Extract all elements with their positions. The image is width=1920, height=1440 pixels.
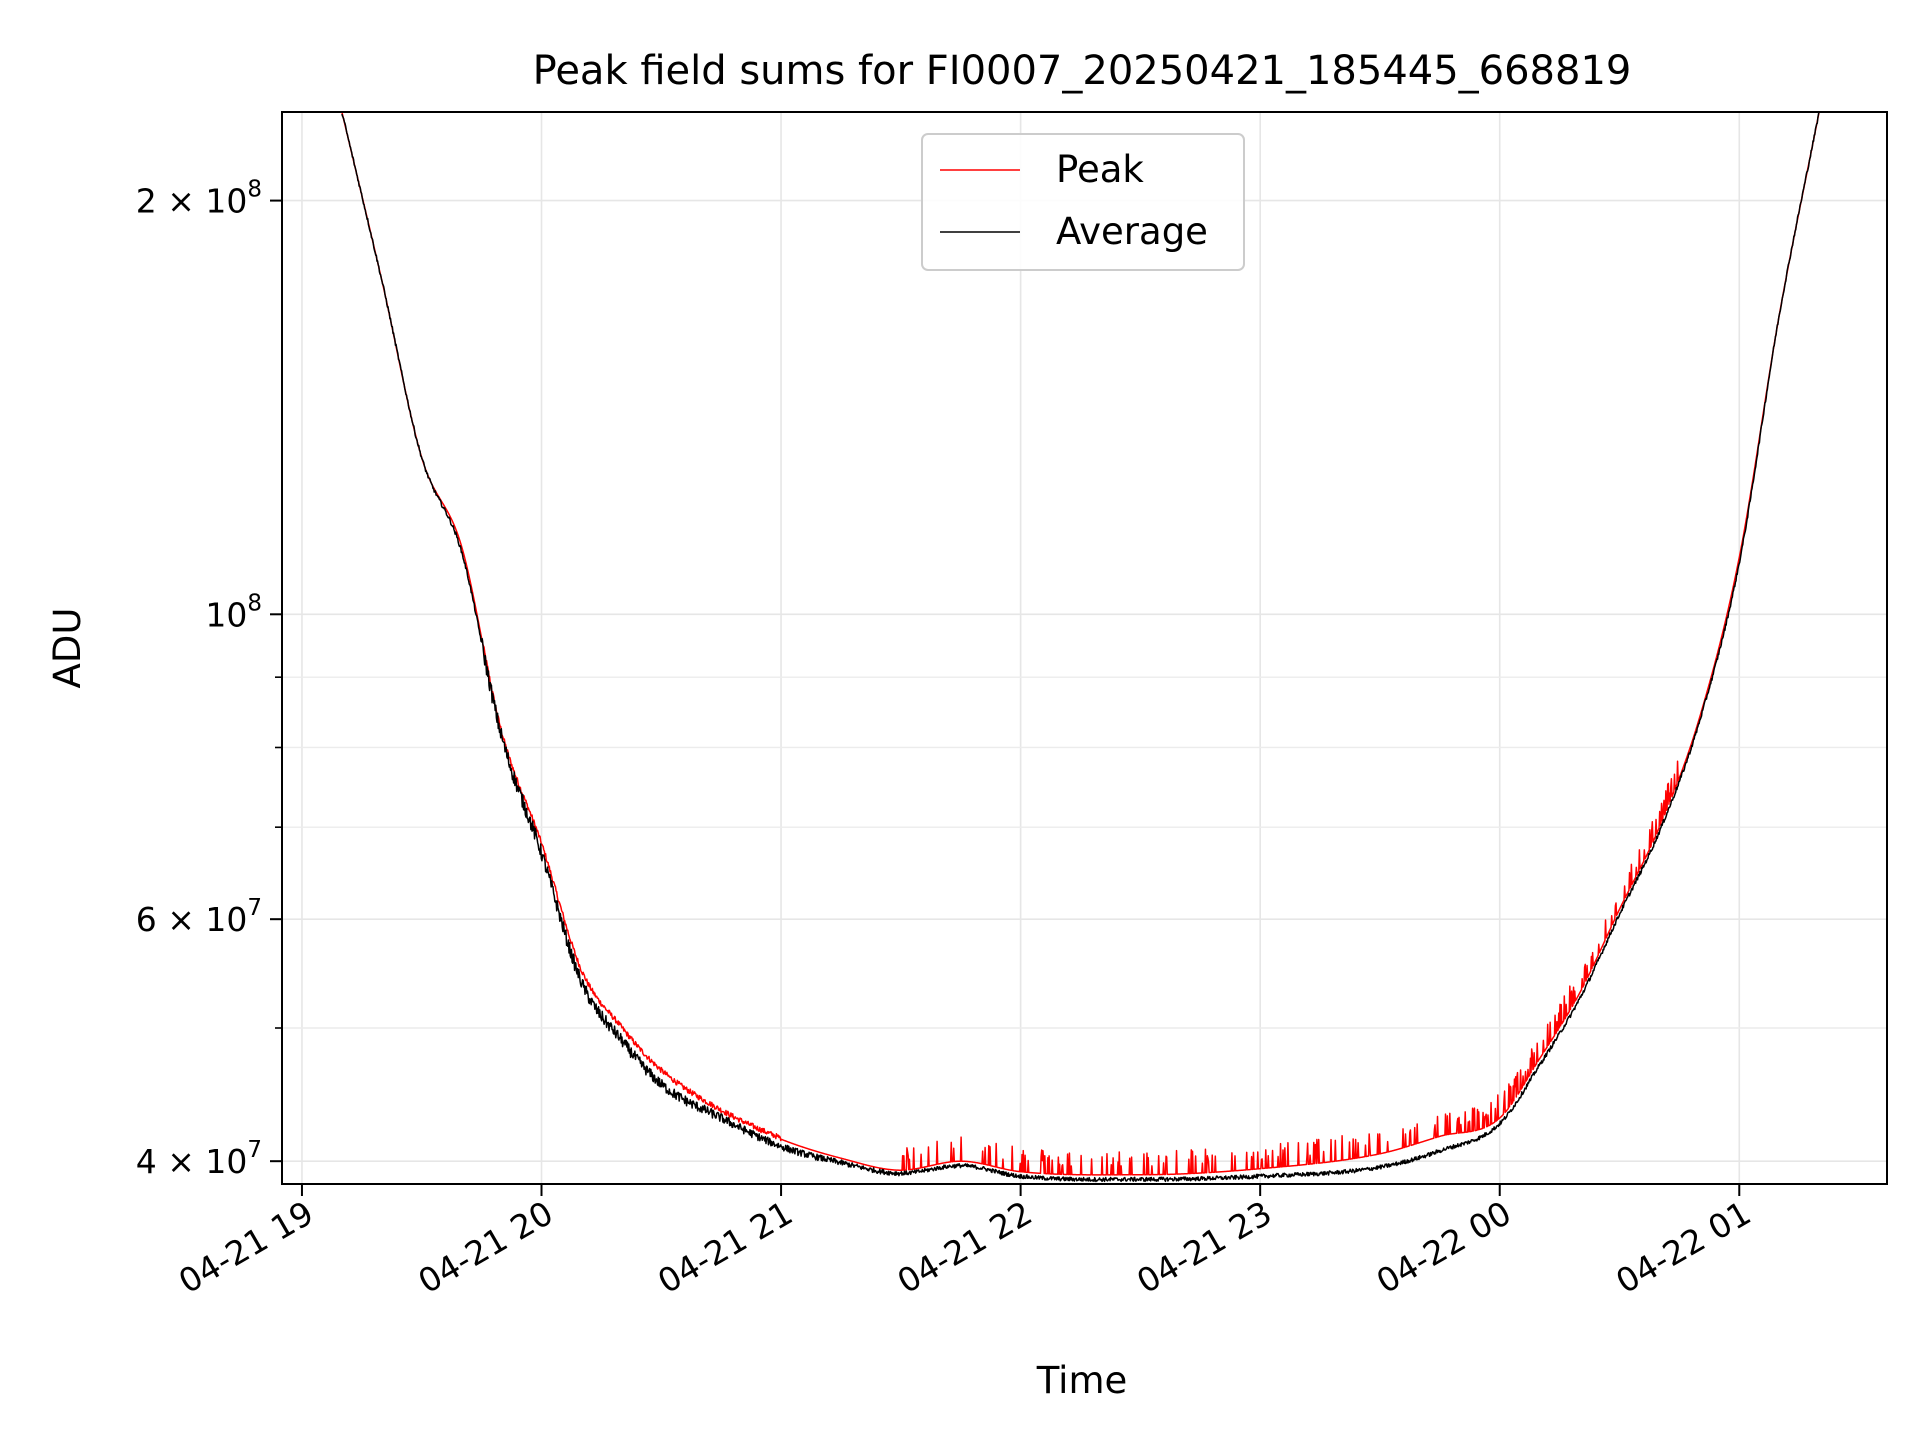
series-layer	[341, 112, 1820, 1183]
legend-label-peak: Peak	[1056, 148, 1144, 191]
y-tick-label: 6 × 107	[136, 895, 262, 939]
series-line-average	[341, 112, 1820, 1183]
x-axis-label: Time	[1036, 1359, 1128, 1402]
legend-label-average: Average	[1056, 210, 1208, 253]
y-tick-label: 2 × 108	[136, 177, 262, 221]
plot-frame	[281, 111, 1888, 1185]
y-tick-label: 108	[205, 590, 262, 634]
y-axis-label: ADU	[46, 608, 89, 689]
y-axis: 4 × 107 6 × 107 108 2 × 108	[136, 177, 282, 1181]
y-tick-label: 4 × 107	[136, 1137, 262, 1181]
chart-title: Peak field sums for FI0007_20250421_1854…	[533, 48, 1632, 94]
legend-box	[921, 133, 1245, 271]
legend: Peak Average	[921, 133, 1245, 271]
series-line-peak	[341, 112, 1820, 1176]
